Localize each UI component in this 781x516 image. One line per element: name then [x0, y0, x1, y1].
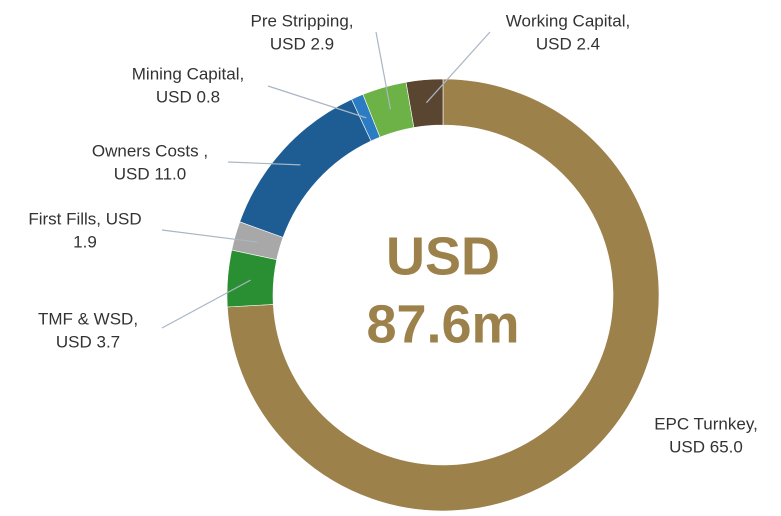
- leader-line: [227, 161, 301, 166]
- data-label: Pre Stripping,: [251, 11, 354, 30]
- data-label: EPC Turnkey,: [654, 414, 758, 433]
- slice: [226, 249, 278, 308]
- data-label: USD 3.7: [56, 332, 120, 351]
- leader-line: [161, 279, 251, 329]
- center-text: USD: [386, 226, 500, 286]
- data-label: USD 65.0: [669, 437, 743, 456]
- leader-line: [267, 85, 367, 119]
- data-label: 1.9: [73, 232, 97, 251]
- slice: [239, 98, 372, 238]
- data-label: Working Capital,: [506, 11, 630, 30]
- leader-line: [161, 229, 258, 243]
- slices: [226, 78, 660, 512]
- leader-line: [425, 31, 491, 104]
- data-label: TMF & WSD,: [38, 309, 138, 328]
- data-label: USD 0.8: [156, 87, 220, 106]
- data-label: Mining Capital,: [132, 64, 244, 83]
- slice: [227, 78, 660, 512]
- center-text: 87.6m: [366, 294, 519, 354]
- data-label: USD 11.0: [114, 164, 186, 183]
- leader-line: [375, 31, 392, 110]
- data-label: USD 2.4: [536, 34, 600, 53]
- data-label: First Fills, USD: [28, 209, 141, 228]
- data-label: Owners Costs ,: [92, 141, 208, 160]
- data-label: USD 2.9: [270, 34, 334, 53]
- slice: [405, 78, 444, 128]
